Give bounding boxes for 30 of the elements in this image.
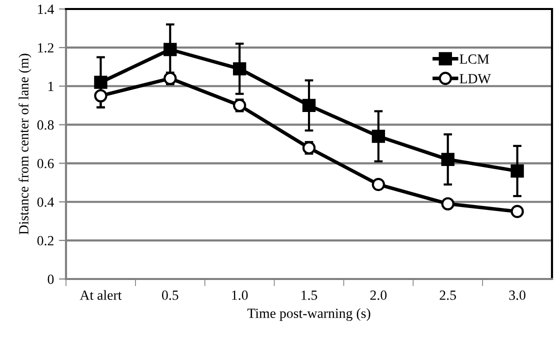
point <box>441 197 454 210</box>
legend-label: LDW <box>460 74 491 84</box>
point <box>510 164 524 178</box>
point <box>372 178 386 192</box>
point <box>441 152 454 166</box>
legend-label: LCM <box>460 54 489 64</box>
y-tick-label: 0.2 <box>37 236 54 246</box>
y-axis-title: Distance from center of lane (m) <box>18 54 32 234</box>
point <box>372 130 386 143</box>
x-tick-label: 1.5 <box>302 290 318 300</box>
y-tick-label: 0.6 <box>37 158 54 168</box>
x-tick-label: 1.0 <box>232 290 248 300</box>
point <box>510 204 524 218</box>
x-tick-label: At alert <box>80 290 122 300</box>
point <box>94 89 108 102</box>
point <box>232 62 246 76</box>
y-tick-label: 0.8 <box>37 120 54 130</box>
x-tick-label: 0.5 <box>162 290 178 300</box>
y-tick-label: 1.2 <box>38 43 54 53</box>
x-tick-label: 2.0 <box>370 290 387 300</box>
y-tick-label: 0 <box>48 274 54 284</box>
x-tick-label: 2.5 <box>440 290 456 300</box>
x-tick-label: 3.0 <box>509 290 526 300</box>
y-tick-label: 1.4 <box>38 4 54 14</box>
x-axis-title: Time post-warning (s) <box>247 308 370 321</box>
y-tick-label: 1 <box>48 82 54 91</box>
point <box>302 98 316 112</box>
point <box>94 76 108 89</box>
point <box>164 42 177 56</box>
y-tick-label: 0.4 <box>37 197 54 207</box>
